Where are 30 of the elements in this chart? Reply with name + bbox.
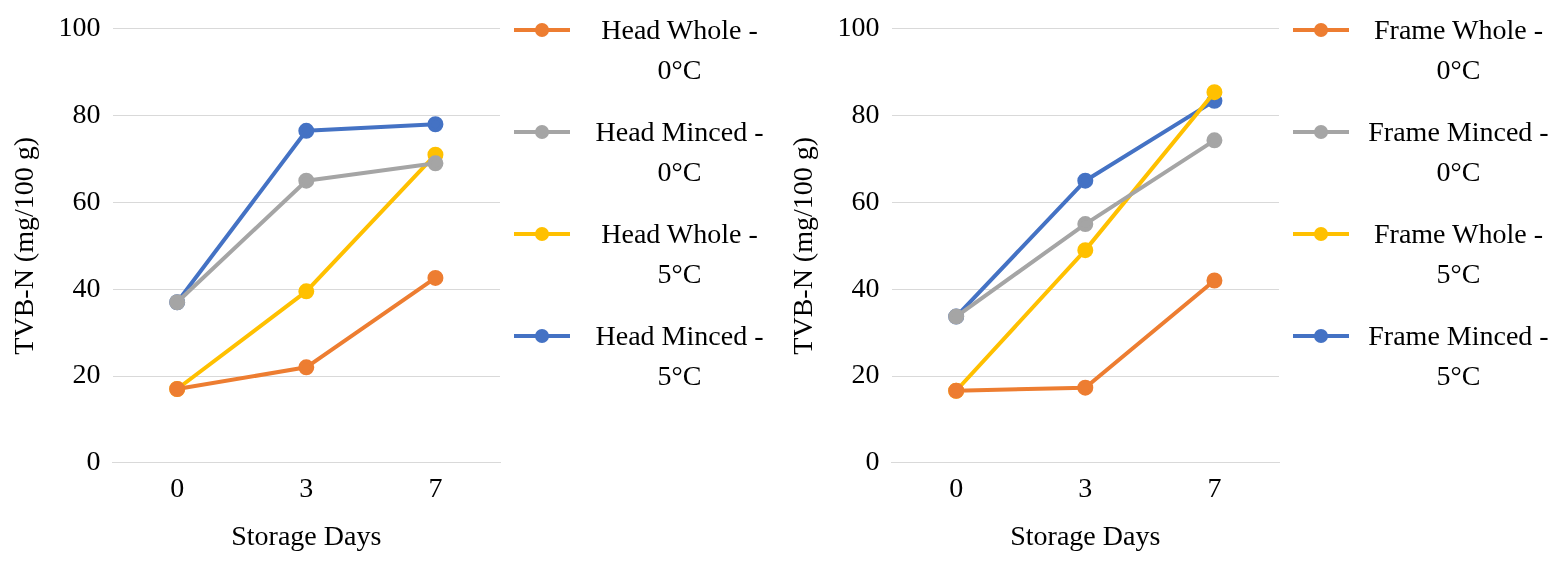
y-tick-label: 100 [58, 11, 101, 43]
y-tick-label: 60 [851, 184, 880, 216]
legend-label: Frame Whole - 0°C [1373, 13, 1544, 87]
legend-label: Head Minced - 0°C [594, 115, 765, 189]
x-axis-title: Storage Days [231, 519, 382, 551]
y-tick-label: 80 [851, 97, 880, 129]
x-axis-title: Storage Days [1010, 519, 1161, 551]
x-tick-label: 3 [1078, 471, 1093, 503]
y-tick-label: 80 [72, 97, 101, 129]
y-tick-label: 20 [851, 358, 880, 390]
legend-label: Frame Whole - 5°C [1373, 217, 1544, 291]
y-tick-label: 40 [851, 271, 880, 303]
x-tick-label: 7 [428, 471, 443, 503]
legend-label: Head Whole - 0°C [600, 13, 759, 87]
x-tick-label: 7 [1207, 471, 1222, 503]
legend-label: Head Whole - 5°C [600, 217, 759, 291]
y-axis-title: TVB-N (mg/100 g) [8, 136, 40, 355]
y-tick-label: 40 [72, 271, 101, 303]
y-axis-title: TVB-N (mg/100 g) [787, 136, 819, 355]
y-tick-label: 20 [72, 358, 101, 390]
legend-label: Frame Minced - 5°C [1367, 319, 1550, 393]
y-tick-label: 100 [837, 11, 880, 43]
legend-label: Frame Minced - 0°C [1367, 115, 1550, 189]
x-tick-label: 0 [949, 471, 964, 503]
y-tick-label: 0 [86, 445, 101, 477]
x-tick-label: 0 [170, 471, 185, 503]
legend-label: Head Minced - 5°C [594, 319, 765, 393]
x-tick-label: 3 [299, 471, 314, 503]
y-tick-label: 0 [865, 445, 880, 477]
y-tick-label: 60 [72, 184, 101, 216]
